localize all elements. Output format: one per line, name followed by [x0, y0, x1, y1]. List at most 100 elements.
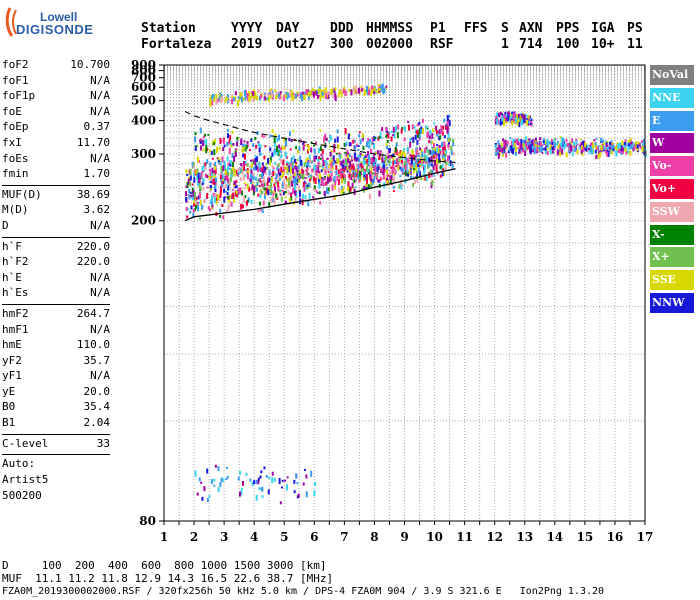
echo-point — [318, 165, 321, 168]
echo-series — [209, 83, 388, 107]
echo-point — [205, 139, 208, 146]
echo-point — [575, 140, 578, 145]
echo-point — [444, 164, 447, 170]
echo-point — [526, 145, 529, 150]
echo-point — [253, 480, 256, 485]
echo-point — [205, 144, 208, 149]
echo-point — [607, 150, 610, 157]
echo-point — [242, 146, 245, 152]
echo-point — [420, 174, 423, 180]
echo-point — [298, 169, 301, 174]
echo-point — [446, 125, 449, 132]
echo-point — [361, 165, 364, 170]
echo-point — [443, 146, 446, 151]
echo-point — [221, 183, 224, 188]
echo-point — [319, 201, 322, 205]
param-value: 35.4 — [83, 400, 111, 414]
echo-point — [249, 165, 252, 169]
echo-point — [273, 183, 276, 187]
echo-point — [271, 471, 274, 476]
echo-point — [357, 163, 360, 169]
echo-point — [258, 178, 261, 181]
echo-point — [516, 119, 519, 126]
echo-point — [295, 473, 298, 479]
echo-point — [247, 91, 250, 96]
echo-point — [571, 138, 574, 143]
header-label-ddd: DDD — [330, 21, 354, 36]
echo-point — [201, 166, 204, 172]
echo-point — [503, 145, 506, 150]
echo-point — [370, 141, 373, 144]
echo-point — [423, 169, 426, 176]
echo-point — [272, 171, 275, 177]
echo-point — [331, 166, 334, 170]
echo-point — [367, 86, 370, 93]
echo-point — [382, 162, 385, 169]
param-name: C-level — [2, 436, 49, 450]
echo-point — [338, 187, 341, 193]
echo-point — [387, 156, 390, 159]
echo-point — [339, 175, 342, 180]
echo-point — [378, 190, 381, 197]
echo-point — [225, 478, 228, 481]
echo-point — [198, 477, 201, 482]
echo-point — [359, 174, 362, 181]
echo-point — [379, 86, 382, 92]
echo-point — [345, 164, 348, 167]
echo-point — [383, 177, 386, 180]
echo-point — [331, 161, 334, 168]
echo-point — [229, 160, 232, 165]
echo-point — [292, 130, 295, 133]
echo-point — [347, 181, 350, 188]
echo-point — [237, 172, 240, 176]
echo-point — [245, 472, 248, 476]
echo-point — [387, 133, 390, 139]
echo-point — [406, 146, 409, 153]
echo-point — [278, 189, 281, 193]
echo-point — [199, 217, 202, 220]
echo-point — [605, 142, 608, 145]
echo-point — [438, 136, 441, 141]
echo-point — [342, 164, 345, 169]
echo-point — [189, 210, 192, 214]
echo-point — [268, 95, 271, 102]
echo-point — [404, 153, 407, 156]
echo-point — [210, 150, 213, 155]
echo-point — [344, 155, 347, 159]
echo-point — [551, 150, 554, 154]
echo-point — [291, 95, 294, 102]
echo-point — [221, 96, 224, 101]
echo-point — [397, 124, 400, 130]
echo-point — [376, 166, 379, 172]
echo-point — [310, 147, 313, 153]
echo-point — [408, 156, 411, 161]
echo-point — [280, 166, 283, 173]
echo-point — [517, 118, 520, 122]
echo-point — [338, 160, 341, 167]
echo-point — [190, 205, 193, 210]
echo-point — [225, 174, 228, 180]
echo-point — [273, 190, 276, 193]
echo-point — [326, 157, 329, 160]
echo-point — [521, 113, 524, 118]
echo-point — [379, 150, 382, 153]
echo-point — [316, 94, 319, 99]
echo-point — [267, 93, 270, 98]
echo-point — [286, 484, 289, 491]
echo-point — [322, 182, 325, 187]
echo-point — [220, 140, 223, 143]
echo-point — [192, 162, 195, 169]
echo-point — [267, 489, 270, 495]
echo-point — [617, 148, 620, 153]
echo-point — [220, 173, 223, 176]
echo-point — [364, 89, 367, 95]
echo-point — [442, 149, 445, 153]
echo-point — [500, 113, 503, 116]
echo-point — [423, 148, 426, 154]
param-value: N/A — [90, 151, 110, 165]
echo-point — [234, 91, 237, 96]
echo-point — [244, 184, 247, 187]
echo-point — [381, 127, 384, 132]
echo-point — [252, 95, 255, 99]
echo-point — [332, 158, 335, 161]
